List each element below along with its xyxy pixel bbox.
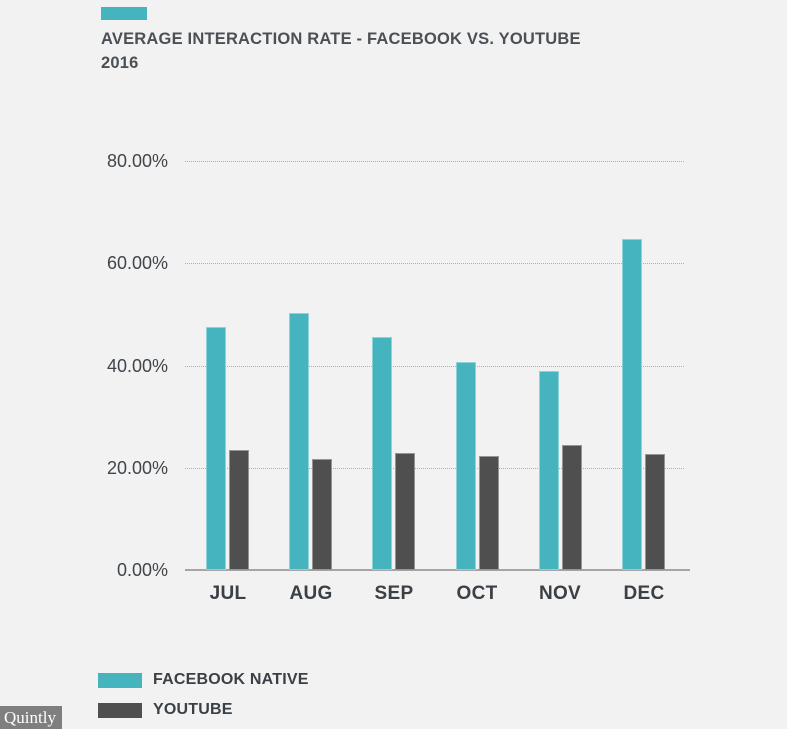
bar-facebook-native-aug <box>289 312 309 570</box>
legend-swatch <box>98 702 142 718</box>
legend-label: YOUTUBE <box>153 701 233 718</box>
legend-item: YOUTUBE <box>98 701 309 719</box>
chart-subtitle: 2016 <box>101 54 139 72</box>
legend-item: FACEBOOK NATIVE <box>98 671 309 689</box>
bar-facebook-native-sep <box>372 337 392 570</box>
y-tick-label: 0.00% <box>116 560 168 580</box>
x-tick-label-oct: OCT <box>456 583 498 604</box>
bar-youtube-jul <box>229 449 249 570</box>
x-tick-label-nov: NOV <box>538 583 582 604</box>
bar-facebook-native-jul <box>206 327 226 570</box>
y-tick-label: 60.00% <box>106 253 168 274</box>
title-accent-swatch <box>101 7 147 20</box>
y-tick-label: 80.00% <box>106 151 168 171</box>
x-tick-label-aug: AUG <box>289 583 333 604</box>
bar-youtube-sep <box>395 452 415 570</box>
x-tick-label-jul: JUL <box>209 583 247 604</box>
y-tick-label: 40.00% <box>106 355 168 376</box>
gridline-80 <box>185 161 684 162</box>
quintly-watermark: Quintly <box>0 706 62 729</box>
legend-label: FACEBOOK NATIVE <box>153 671 309 688</box>
bar-youtube-oct <box>479 455 499 570</box>
gridline-20 <box>185 467 684 469</box>
x-tick-label-dec: DEC <box>623 583 665 604</box>
bar-youtube-nov <box>562 444 582 570</box>
gridline-40 <box>185 365 684 367</box>
legend-swatch <box>98 672 142 688</box>
bar-facebook-native-dec <box>622 238 642 570</box>
bar-facebook-native-nov <box>539 371 559 570</box>
bar-youtube-dec <box>645 454 665 570</box>
x-tick-label-sep: SEP <box>374 583 414 604</box>
bar-facebook-native-oct <box>456 361 476 570</box>
gridline-60 <box>185 263 684 265</box>
y-tick-label: 20.00% <box>106 457 168 478</box>
bar-youtube-aug <box>312 458 332 570</box>
legend: FACEBOOK NATIVE YOUTUBE <box>98 671 309 729</box>
x-axis-line <box>185 569 690 571</box>
chart-title: AVERAGE INTERACTION RATE - FACEBOOK VS. … <box>101 30 581 48</box>
